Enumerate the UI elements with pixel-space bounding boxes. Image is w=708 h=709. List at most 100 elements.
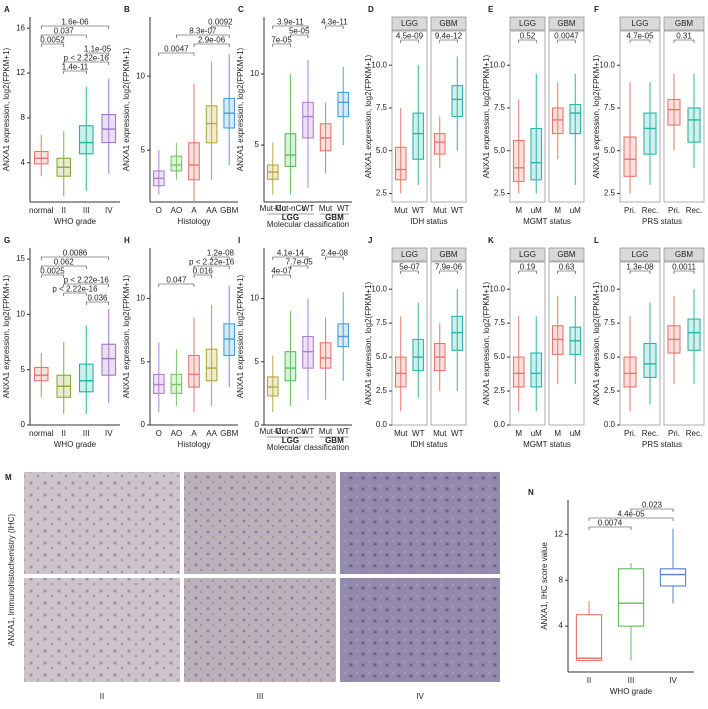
y-tick-label: 5 bbox=[141, 145, 146, 154]
comparison-bracket bbox=[211, 256, 230, 260]
ihc-image bbox=[184, 578, 336, 682]
comparison-label: 1.3e-08 bbox=[626, 263, 654, 272]
x-axis-label: MGMT status bbox=[523, 440, 571, 449]
comparison-label: 0.0086 bbox=[63, 249, 88, 258]
comparison-label: 4.5e-09 bbox=[396, 32, 424, 41]
x-tick-label: M bbox=[554, 206, 561, 215]
x-tick-label: II bbox=[62, 429, 66, 438]
box bbox=[687, 107, 701, 143]
y-tick-label: 10.0 bbox=[489, 284, 505, 293]
box bbox=[302, 101, 314, 139]
comparison-bracket bbox=[211, 25, 230, 29]
x-tick-label: III bbox=[628, 676, 635, 685]
facet-frame bbox=[509, 30, 546, 203]
box bbox=[188, 142, 200, 181]
x-tick-label: AA bbox=[206, 206, 217, 215]
facet-strip bbox=[391, 16, 428, 31]
box bbox=[512, 356, 525, 388]
comparison-bracket bbox=[272, 274, 291, 278]
box bbox=[319, 123, 332, 152]
comparison-bracket bbox=[290, 265, 309, 269]
box bbox=[530, 127, 543, 181]
box bbox=[667, 98, 681, 126]
y-tick-label: 5.0 bbox=[376, 352, 388, 361]
comparison-label: 0.016 bbox=[193, 267, 214, 276]
box bbox=[575, 614, 603, 662]
comparison-label: 0.63 bbox=[559, 263, 575, 272]
x-tick-label: IV bbox=[105, 429, 113, 438]
y-tick-label: 5 bbox=[255, 140, 260, 149]
comparison-bracket bbox=[63, 61, 110, 65]
y-tick-label: 10 bbox=[136, 71, 145, 80]
box bbox=[530, 352, 543, 388]
comparison-label: 7e-05 bbox=[271, 36, 292, 45]
y-axis-label: ANXA1, IHC score value bbox=[540, 542, 549, 630]
comparison-label: 5e-05 bbox=[289, 27, 310, 36]
comparison-bracket bbox=[325, 25, 344, 29]
box bbox=[78, 125, 94, 155]
x-tick-label: Rec. bbox=[686, 429, 702, 438]
comparison-bracket bbox=[193, 43, 230, 47]
comparison-label: 0.047 bbox=[166, 276, 187, 285]
comparison-bracket bbox=[518, 270, 537, 274]
facet-label: LGG bbox=[632, 250, 649, 259]
x-tick-label: Pri. bbox=[624, 429, 636, 438]
x-axis-label: WHO grade bbox=[54, 217, 97, 226]
y-tick-label: 10.0 bbox=[599, 60, 615, 69]
comparison-label: 4e-07 bbox=[271, 267, 292, 276]
facet-label: GBM bbox=[557, 19, 576, 28]
x-tick-label: Pri. bbox=[668, 206, 680, 215]
x-tick-label: Mut bbox=[433, 206, 447, 215]
x-axis-label: Histology bbox=[178, 217, 211, 226]
group-label: GBM bbox=[325, 213, 344, 222]
y-tick-label: 10.0 bbox=[371, 284, 387, 293]
comparison-bracket bbox=[588, 526, 632, 530]
x-tick-label: M bbox=[515, 206, 522, 215]
facet-frame bbox=[430, 261, 467, 426]
group-label: LGG bbox=[282, 213, 299, 222]
box bbox=[284, 351, 297, 382]
box bbox=[617, 568, 645, 627]
panel-letter: B bbox=[124, 5, 130, 14]
x-axis-label: PRS status bbox=[642, 440, 682, 449]
y-tick-label: 0.0 bbox=[604, 420, 616, 429]
y-tick-label: 5 bbox=[21, 365, 26, 374]
x-tick-label: Rec. bbox=[686, 206, 702, 215]
x-tick-label: Mut-nCo bbox=[275, 204, 306, 213]
column-label: III bbox=[257, 692, 264, 701]
comparison-label: 0.0047 bbox=[164, 45, 189, 54]
comparison-label: 4.4e-05 bbox=[617, 510, 645, 519]
comparison-bracket bbox=[325, 256, 344, 260]
comparison-bracket bbox=[158, 283, 195, 287]
x-tick-label: Mut-Co bbox=[260, 204, 287, 213]
y-tick-label: 16 bbox=[16, 23, 25, 32]
comparison-label: 0.19 bbox=[520, 263, 536, 272]
comparison-bracket bbox=[518, 39, 537, 43]
comparison-label: 0.036 bbox=[87, 294, 108, 303]
comparison-bracket bbox=[40, 265, 87, 269]
x-tick-label: WT bbox=[412, 429, 425, 438]
comparison-bracket bbox=[557, 39, 576, 43]
comparison-label: 0.0092 bbox=[208, 18, 233, 27]
y-tick-label: 12 bbox=[16, 68, 25, 77]
x-tick-label: Mut-nCo bbox=[275, 427, 306, 436]
x-tick-label: WT bbox=[451, 206, 464, 215]
y-tick-label: 7.5 bbox=[604, 103, 616, 112]
comparison-label: 0.0047 bbox=[554, 32, 579, 41]
x-axis-label: Histology bbox=[178, 440, 211, 449]
y-tick-label: 10.0 bbox=[599, 284, 615, 293]
facet-frame bbox=[509, 261, 546, 426]
y-tick-label: 0 bbox=[255, 420, 260, 429]
comparison-bracket bbox=[40, 34, 87, 38]
y-tick-label: 12 bbox=[554, 530, 563, 539]
facet-label: LGG bbox=[401, 19, 418, 28]
y-axis-label: ANXA1 expression, log2(FPKM+1) bbox=[2, 47, 11, 171]
ihc-panel: M ANXA1, Immunohistochemistry (IHC) II I… bbox=[5, 472, 500, 701]
y-tick-label: 5.0 bbox=[376, 146, 388, 155]
comparison-bracket bbox=[40, 274, 65, 278]
comparison-bracket bbox=[629, 270, 651, 274]
facet-label: GBM bbox=[557, 250, 576, 259]
x-tick-label: Mut bbox=[394, 206, 408, 215]
facet-label: GBM bbox=[439, 19, 458, 28]
x-tick-label: O bbox=[156, 429, 162, 438]
